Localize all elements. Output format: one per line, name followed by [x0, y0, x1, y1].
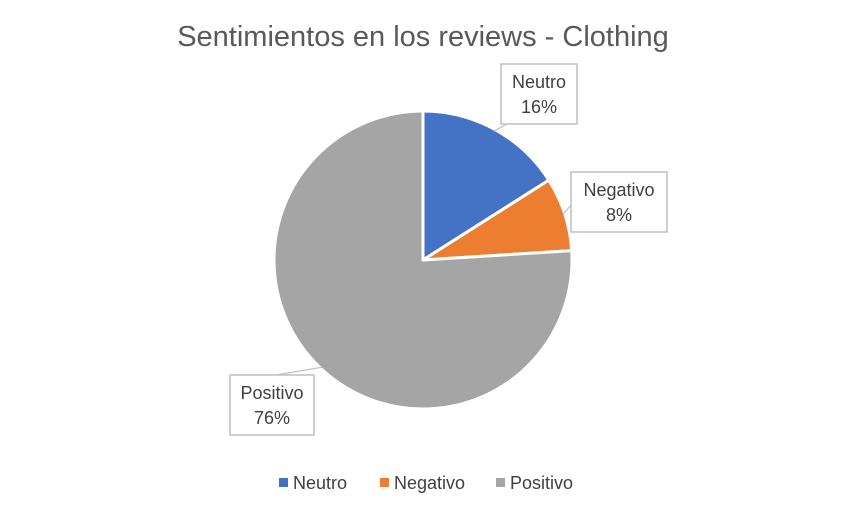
legend-label-negativo: Negativo	[394, 473, 465, 493]
pie-slices	[272, 109, 574, 411]
chart-title: Sentimientos en los reviews - Clothing	[177, 21, 669, 53]
data-label-value-positivo: 76%	[254, 408, 290, 428]
data-label-category-neutro: Neutro	[512, 72, 566, 92]
legend-swatch-positivo	[496, 478, 505, 487]
pie-slice-neutro	[421, 109, 551, 262]
data-label-negativo: Negativo 8%	[562, 171, 668, 233]
data-label-positivo: Positivo 76%	[229, 366, 323, 436]
legend-label-positivo: Positivo	[510, 473, 573, 493]
legend-label-neutro: Neutro	[293, 473, 347, 493]
leader-line-neutro	[493, 123, 508, 132]
data-label-box-negativo	[570, 171, 668, 233]
legend: Neutro Negativo Positivo	[279, 473, 573, 493]
pie-slice-positivo	[272, 109, 574, 411]
data-label-neutro: Neutro 16%	[493, 63, 578, 132]
data-label-category-positivo: Positivo	[240, 383, 303, 403]
data-label-value-negativo: 8%	[606, 205, 632, 225]
data-label-box-neutro	[500, 63, 578, 125]
data-label-category-negativo: Negativo	[583, 180, 654, 200]
legend-item-negativo: Negativo	[380, 473, 465, 493]
data-label-box-positivo	[229, 374, 315, 436]
legend-item-positivo: Positivo	[496, 473, 573, 493]
legend-swatch-negativo	[380, 478, 389, 487]
data-labels: Neutro 16% Negativo 8% Positivo 76%	[229, 63, 668, 436]
data-label-value-neutro: 16%	[521, 97, 557, 117]
legend-item-neutro: Neutro	[279, 473, 347, 493]
legend-swatch-neutro	[279, 478, 288, 487]
leader-line-positivo	[276, 366, 323, 376]
leader-line-negativo	[562, 204, 572, 215]
